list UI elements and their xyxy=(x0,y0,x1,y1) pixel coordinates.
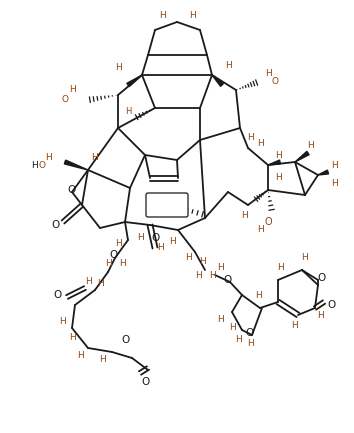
Text: O: O xyxy=(68,185,76,195)
Text: H: H xyxy=(169,237,175,246)
Text: H: H xyxy=(247,132,253,142)
Text: H: H xyxy=(257,139,263,148)
Text: H: H xyxy=(316,310,323,320)
Text: O: O xyxy=(272,77,279,85)
Text: H: H xyxy=(292,320,298,330)
Text: H: H xyxy=(69,333,75,343)
Text: H: H xyxy=(255,291,261,300)
Polygon shape xyxy=(295,152,309,162)
Text: H: H xyxy=(230,323,236,333)
Polygon shape xyxy=(64,160,88,170)
Text: O: O xyxy=(39,161,46,169)
Text: O: O xyxy=(109,250,117,260)
Text: O: O xyxy=(151,233,159,243)
Text: H: H xyxy=(69,85,75,94)
Text: H: H xyxy=(332,178,338,187)
Text: H: H xyxy=(302,253,308,262)
Text: H: H xyxy=(76,350,84,359)
Text: O: O xyxy=(264,217,272,227)
Text: H: H xyxy=(257,226,263,235)
Text: H: H xyxy=(217,316,223,324)
Text: H: H xyxy=(189,10,195,19)
Text: O: O xyxy=(121,335,129,345)
Text: H: H xyxy=(265,68,272,78)
Text: H: H xyxy=(217,264,223,272)
FancyBboxPatch shape xyxy=(146,193,188,217)
Text: H: H xyxy=(137,233,143,242)
Text: O: O xyxy=(246,328,254,338)
Text: H: H xyxy=(275,174,281,182)
Text: H: H xyxy=(235,336,241,345)
Text: O: O xyxy=(318,273,326,283)
Text: H: H xyxy=(156,243,164,252)
Text: H: H xyxy=(307,140,313,149)
Text: H: H xyxy=(209,271,215,279)
Text: O: O xyxy=(51,220,59,230)
Text: O: O xyxy=(62,94,69,103)
Polygon shape xyxy=(127,75,142,87)
Text: H: H xyxy=(85,277,91,285)
Text: Abs: Abs xyxy=(158,195,176,205)
Text: H: H xyxy=(125,107,131,116)
Text: H: H xyxy=(247,339,253,349)
Text: H: H xyxy=(32,161,38,169)
Text: H: H xyxy=(185,253,192,262)
Text: H: H xyxy=(91,154,97,162)
Text: H: H xyxy=(225,61,232,71)
Text: H: H xyxy=(332,161,338,169)
Text: H: H xyxy=(242,210,249,220)
Text: H: H xyxy=(195,271,201,281)
Text: O: O xyxy=(224,275,232,285)
Text: H: H xyxy=(275,151,281,159)
Text: H: H xyxy=(59,317,65,326)
Text: H: H xyxy=(160,10,166,19)
Polygon shape xyxy=(212,75,223,87)
Text: H: H xyxy=(199,258,205,266)
Text: O: O xyxy=(54,290,62,300)
Text: H: H xyxy=(99,355,105,365)
Text: H: H xyxy=(119,259,125,268)
Polygon shape xyxy=(318,170,329,175)
Text: H: H xyxy=(115,62,121,71)
Text: O: O xyxy=(141,377,149,387)
Text: H: H xyxy=(97,278,103,288)
Text: H: H xyxy=(45,154,51,162)
Text: O: O xyxy=(328,300,336,310)
Text: H: H xyxy=(276,264,283,272)
Polygon shape xyxy=(268,160,280,165)
Text: H: H xyxy=(115,239,121,248)
Text: H: H xyxy=(105,259,112,268)
